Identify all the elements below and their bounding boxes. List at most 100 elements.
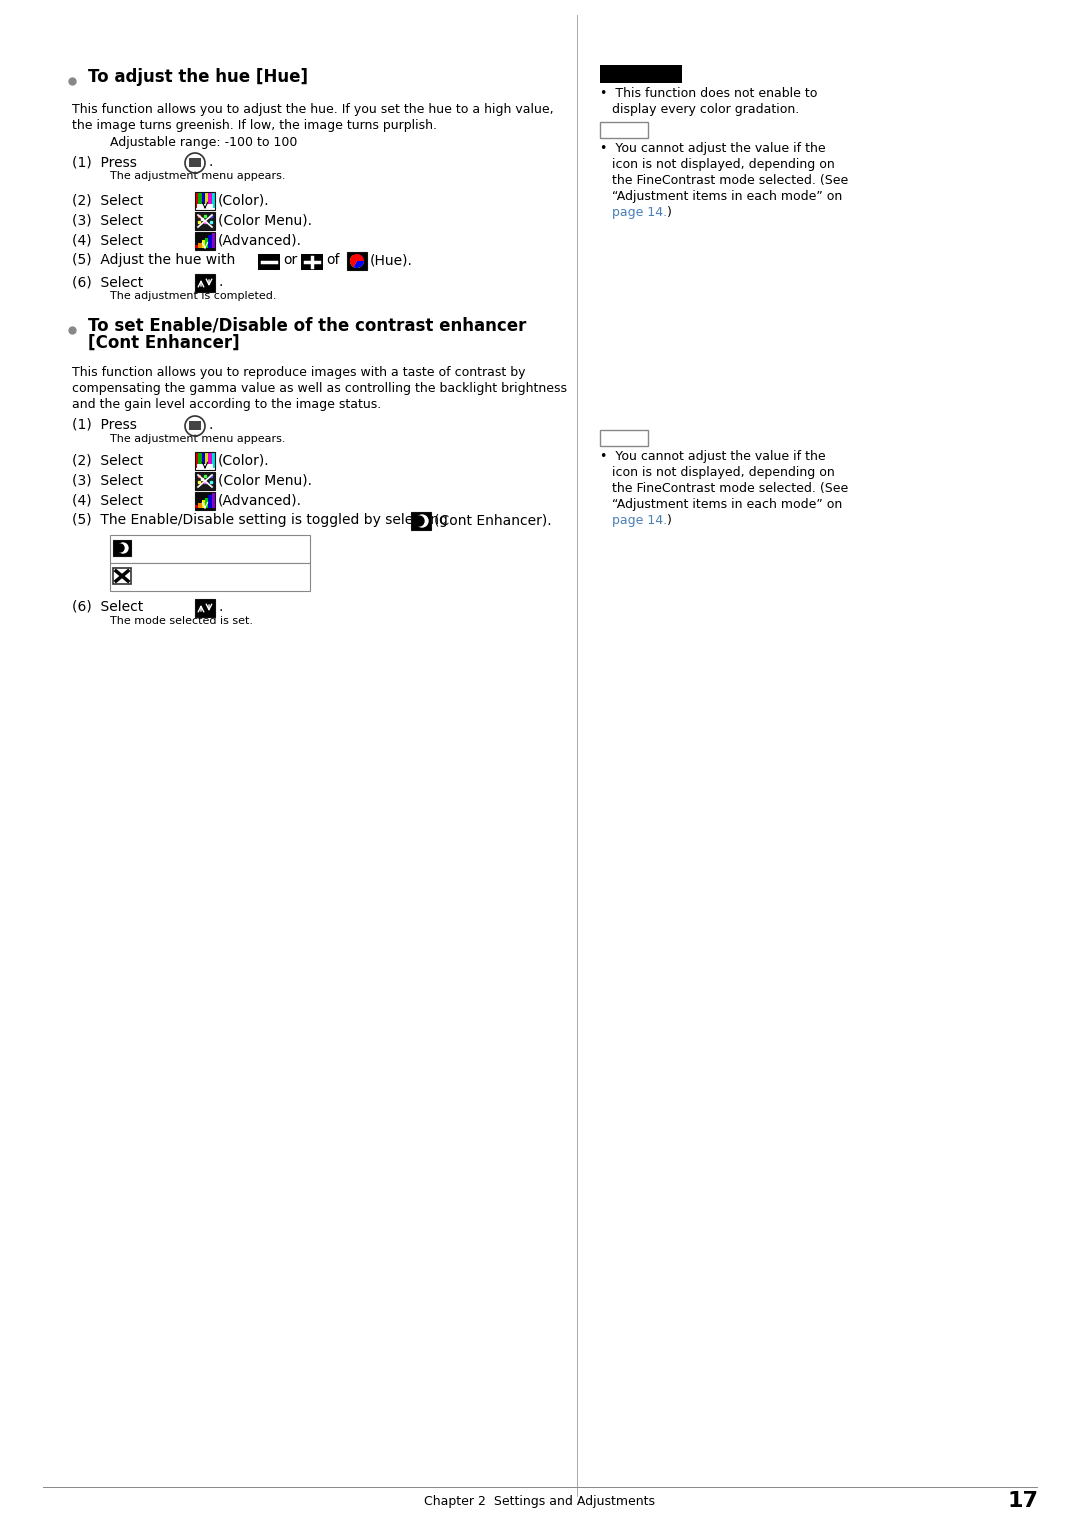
- Wedge shape: [350, 253, 364, 267]
- Text: (2)  Select: (2) Select: [72, 454, 144, 467]
- Text: Enable: Enable: [136, 541, 178, 553]
- Text: compensating the gamma value as well as controlling the backlight brightness: compensating the gamma value as well as …: [72, 382, 567, 395]
- Text: ): ): [667, 206, 672, 218]
- Text: (Hue).: (Hue).: [370, 253, 413, 267]
- Text: (Color).: (Color).: [218, 192, 270, 208]
- Text: The adjustment is completed.: The adjustment is completed.: [110, 292, 276, 301]
- FancyBboxPatch shape: [199, 243, 202, 247]
- Text: (3)  Select: (3) Select: [72, 212, 144, 228]
- Text: •  This function does not enable to: • This function does not enable to: [600, 87, 818, 99]
- FancyBboxPatch shape: [208, 235, 212, 247]
- Text: (6)  Select: (6) Select: [72, 600, 144, 614]
- Circle shape: [116, 544, 124, 551]
- Text: .: .: [208, 156, 213, 169]
- FancyBboxPatch shape: [195, 472, 215, 490]
- Text: the FineContrast mode selected. (See: the FineContrast mode selected. (See: [612, 174, 848, 186]
- Text: The mode selected is set.: The mode selected is set.: [110, 615, 253, 626]
- FancyBboxPatch shape: [189, 157, 201, 166]
- FancyBboxPatch shape: [202, 454, 205, 467]
- Text: the FineContrast mode selected. (See: the FineContrast mode selected. (See: [612, 483, 848, 495]
- FancyBboxPatch shape: [195, 192, 199, 208]
- FancyBboxPatch shape: [195, 212, 215, 231]
- Wedge shape: [353, 253, 364, 269]
- FancyBboxPatch shape: [208, 192, 212, 208]
- FancyBboxPatch shape: [195, 505, 199, 508]
- Circle shape: [118, 544, 129, 553]
- Text: icon is not displayed, depending on: icon is not displayed, depending on: [612, 157, 835, 171]
- Text: 17: 17: [1008, 1490, 1039, 1512]
- Text: (5)  Adjust the hue with: (5) Adjust the hue with: [72, 253, 235, 267]
- Circle shape: [416, 515, 428, 527]
- Text: •  You cannot adjust the value if the: • You cannot adjust the value if the: [600, 142, 825, 156]
- Text: Attention: Attention: [604, 67, 663, 76]
- Text: Note: Note: [604, 124, 634, 133]
- FancyBboxPatch shape: [113, 568, 131, 583]
- FancyBboxPatch shape: [110, 534, 310, 563]
- FancyBboxPatch shape: [347, 252, 367, 270]
- FancyBboxPatch shape: [212, 192, 215, 208]
- Text: (2)  Select: (2) Select: [72, 192, 144, 208]
- FancyBboxPatch shape: [110, 563, 310, 591]
- FancyBboxPatch shape: [195, 492, 215, 510]
- Text: page 14.: page 14.: [612, 515, 667, 527]
- Text: Note: Note: [604, 431, 634, 441]
- FancyBboxPatch shape: [205, 498, 208, 508]
- Text: display every color gradation.: display every color gradation.: [612, 102, 799, 116]
- FancyBboxPatch shape: [205, 192, 208, 208]
- FancyBboxPatch shape: [199, 192, 202, 208]
- FancyBboxPatch shape: [199, 502, 202, 508]
- Text: (Cont Enhancer).: (Cont Enhancer).: [434, 513, 552, 527]
- FancyBboxPatch shape: [202, 192, 205, 208]
- FancyBboxPatch shape: [208, 454, 212, 467]
- Text: page 14.: page 14.: [612, 206, 667, 218]
- Text: .: .: [208, 418, 213, 432]
- FancyBboxPatch shape: [600, 122, 648, 137]
- Text: .: .: [218, 275, 222, 289]
- FancyBboxPatch shape: [212, 234, 215, 247]
- Text: icon is not displayed, depending on: icon is not displayed, depending on: [612, 466, 835, 479]
- Text: (Advanced).: (Advanced).: [218, 493, 302, 507]
- FancyBboxPatch shape: [212, 493, 215, 508]
- FancyBboxPatch shape: [202, 240, 205, 247]
- FancyBboxPatch shape: [258, 253, 280, 270]
- Circle shape: [414, 516, 424, 525]
- Text: (Color Menu).: (Color Menu).: [218, 473, 312, 487]
- Text: The adjustment menu appears.: The adjustment menu appears.: [110, 434, 285, 444]
- Text: (6)  Select: (6) Select: [72, 275, 144, 289]
- FancyBboxPatch shape: [195, 244, 199, 247]
- Text: (1)  Press: (1) Press: [72, 418, 137, 432]
- FancyBboxPatch shape: [411, 512, 431, 530]
- Text: (Advanced).: (Advanced).: [218, 234, 302, 247]
- Text: (Color).: (Color).: [218, 454, 270, 467]
- FancyBboxPatch shape: [205, 454, 208, 467]
- Text: (5)  The Enable/Disable setting is toggled by selecting: (5) The Enable/Disable setting is toggle…: [72, 513, 448, 527]
- FancyBboxPatch shape: [195, 599, 215, 617]
- Text: To set Enable/Disable of the contrast enhancer: To set Enable/Disable of the contrast en…: [87, 316, 526, 334]
- Text: Chapter 2  Settings and Adjustments: Chapter 2 Settings and Adjustments: [424, 1495, 656, 1509]
- FancyBboxPatch shape: [301, 253, 323, 270]
- FancyBboxPatch shape: [202, 499, 205, 508]
- Text: (1)  Press: (1) Press: [72, 156, 137, 169]
- FancyBboxPatch shape: [113, 541, 131, 556]
- Text: This function allows you to adjust the hue. If you set the hue to a high value,: This function allows you to adjust the h…: [72, 102, 554, 116]
- Text: This function allows you to reproduce images with a taste of contrast by: This function allows you to reproduce im…: [72, 366, 526, 379]
- Text: (Color Menu).: (Color Menu).: [218, 212, 312, 228]
- Text: ): ): [667, 515, 672, 527]
- Text: the image turns greenish. If low, the image turns purplish.: the image turns greenish. If low, the im…: [72, 119, 437, 131]
- Text: •  You cannot adjust the value if the: • You cannot adjust the value if the: [600, 450, 825, 463]
- FancyBboxPatch shape: [197, 205, 213, 209]
- FancyBboxPatch shape: [195, 232, 215, 250]
- Text: To adjust the hue [Hue]: To adjust the hue [Hue]: [87, 69, 308, 86]
- FancyBboxPatch shape: [212, 454, 215, 467]
- Text: “Adjustment items in each mode” on: “Adjustment items in each mode” on: [612, 498, 842, 512]
- FancyBboxPatch shape: [195, 273, 215, 292]
- FancyBboxPatch shape: [189, 421, 201, 431]
- Text: of: of: [326, 253, 339, 267]
- Text: .: .: [218, 600, 222, 614]
- Text: Adjustable range: -100 to 100: Adjustable range: -100 to 100: [110, 136, 297, 150]
- Wedge shape: [350, 255, 364, 269]
- Text: “Adjustment items in each mode” on: “Adjustment items in each mode” on: [612, 189, 842, 203]
- FancyBboxPatch shape: [600, 66, 681, 82]
- Text: (4)  Select: (4) Select: [72, 493, 144, 507]
- Text: The adjustment menu appears.: The adjustment menu appears.: [110, 171, 285, 182]
